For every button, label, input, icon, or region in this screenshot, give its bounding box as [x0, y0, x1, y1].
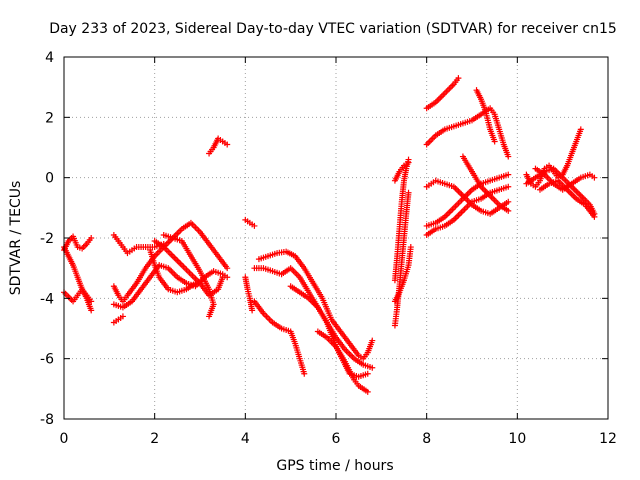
x-axis-label: GPS time / hours — [276, 458, 393, 474]
data-point — [219, 274, 226, 281]
data-point — [88, 307, 95, 314]
trace-23 — [423, 75, 462, 112]
trace-2 — [61, 244, 95, 314]
y-tick-label: 4 — [45, 50, 54, 66]
y-tick-label: -2 — [40, 231, 54, 247]
trace-21 — [391, 244, 414, 305]
data-point — [491, 138, 498, 145]
trace-33 — [537, 177, 598, 220]
trace-3 — [61, 286, 95, 305]
trace-19 — [391, 189, 412, 329]
data-point — [251, 222, 258, 229]
data-point — [577, 126, 584, 133]
trace-24 — [423, 105, 512, 160]
trace-25 — [423, 177, 512, 217]
data-point — [88, 235, 95, 241]
data-point — [119, 313, 126, 320]
chart-title: Day 233 of 2023, Sidereal Day-to-day VTE… — [49, 21, 617, 37]
trace-29 — [473, 87, 498, 145]
trace-7 — [110, 262, 231, 311]
y-tick-label: 0 — [45, 171, 54, 187]
data-points — [61, 75, 598, 395]
trace-20 — [391, 156, 412, 284]
data-point — [407, 244, 414, 251]
data-point — [364, 370, 371, 377]
x-tick-label: 10 — [508, 431, 526, 447]
data-point — [505, 171, 512, 178]
grid-lines — [64, 57, 608, 419]
data-point — [455, 75, 462, 82]
trace-22 — [391, 159, 412, 184]
y-tick-label: -6 — [40, 352, 54, 368]
trace-13 — [242, 274, 256, 314]
data-point — [369, 337, 376, 344]
data-point — [301, 370, 308, 377]
data-point — [405, 159, 412, 166]
data-point — [369, 364, 376, 371]
x-tick-label: 8 — [422, 431, 431, 447]
data-point — [249, 307, 256, 314]
data-point — [224, 265, 231, 272]
data-point — [591, 213, 598, 220]
data-point — [88, 298, 95, 305]
trace-8 — [147, 247, 199, 296]
trace-11 — [206, 135, 231, 157]
x-axis-ticks: 0 2 4 6 8 10 12 — [60, 57, 617, 447]
y-tick-label: -4 — [40, 291, 54, 307]
trace-6 — [110, 219, 231, 305]
y-tick-label: 2 — [45, 110, 54, 126]
trace-26 — [423, 171, 512, 229]
x-tick-label: 2 — [150, 431, 159, 447]
trace-16 — [251, 298, 308, 377]
x-tick-label: 12 — [599, 431, 617, 447]
x-tick-label: 6 — [332, 431, 341, 447]
trace-10 — [160, 231, 217, 320]
trace-12 — [242, 216, 258, 229]
trace-1 — [61, 233, 95, 254]
x-tick-label: 0 — [60, 431, 69, 447]
data-point — [505, 183, 512, 190]
x-tick-label: 4 — [241, 431, 250, 447]
data-point — [405, 189, 412, 196]
trace-28 — [459, 153, 512, 214]
y-axis-label: SDTVAR / TECUs — [8, 181, 24, 296]
data-point — [505, 198, 512, 205]
trace-27 — [423, 183, 512, 238]
data-point — [591, 174, 598, 181]
y-tick-label: -8 — [40, 412, 54, 428]
trace-18 — [314, 328, 371, 395]
trace-5 — [110, 313, 126, 326]
data-point — [505, 207, 512, 214]
data-point — [224, 141, 231, 148]
trace-14 — [255, 248, 376, 362]
data-point — [206, 313, 213, 320]
data-point — [505, 153, 512, 160]
y-axis-ticks: -8 -6 -4 -2 0 2 4 — [40, 50, 608, 428]
data-point — [364, 388, 371, 395]
